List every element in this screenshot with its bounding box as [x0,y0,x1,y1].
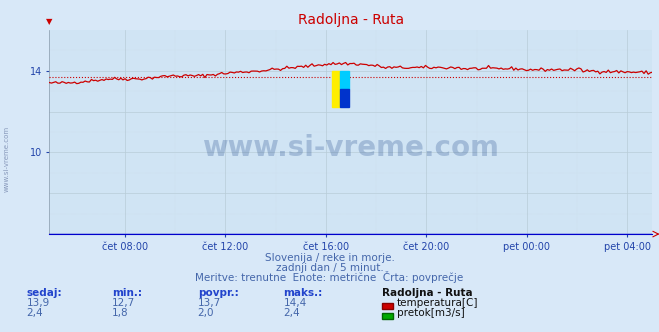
Text: 2,4: 2,4 [283,308,300,318]
Bar [340,89,349,108]
Text: sedaj:: sedaj: [26,288,62,298]
Text: 2,0: 2,0 [198,308,214,318]
Text: www.si-vreme.com: www.si-vreme.com [202,134,500,162]
Text: www.si-vreme.com: www.si-vreme.com [3,126,10,193]
Text: 14,4: 14,4 [283,298,306,308]
Title: Radoljna - Ruta: Radoljna - Ruta [298,13,404,27]
Bar [331,71,340,108]
Text: Slovenija / reke in morje.: Slovenija / reke in morje. [264,253,395,263]
Text: povpr.:: povpr.: [198,288,239,298]
Bar [340,71,349,89]
Text: pretok[m3/s]: pretok[m3/s] [397,308,465,318]
Text: temperatura[C]: temperatura[C] [397,298,478,308]
Text: maks.:: maks.: [283,288,323,298]
Text: Meritve: trenutne  Enote: metrične  Črta: povprečje: Meritve: trenutne Enote: metrične Črta: … [195,271,464,283]
Text: 13,7: 13,7 [198,298,221,308]
Text: 1,8: 1,8 [112,308,129,318]
Text: zadnji dan / 5 minut.: zadnji dan / 5 minut. [275,263,384,273]
Text: Radoljna - Ruta: Radoljna - Ruta [382,288,473,298]
Text: min.:: min.: [112,288,142,298]
Text: 2,4: 2,4 [26,308,43,318]
Text: ▼: ▼ [46,17,53,26]
Text: 12,7: 12,7 [112,298,135,308]
Text: 13,9: 13,9 [26,298,49,308]
